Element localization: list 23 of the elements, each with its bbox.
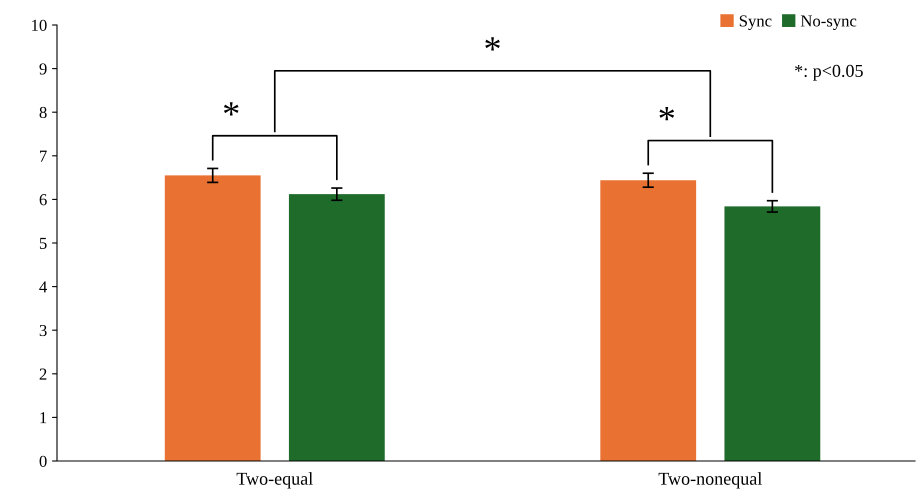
y-tick-label: 10	[32, 20, 47, 31]
y-tick-label: 7	[40, 150, 47, 162]
y-tick-label: 6	[40, 194, 47, 206]
bar	[164, 175, 261, 461]
legend-label: Sync	[740, 15, 772, 30]
legend-label: No-sync	[800, 15, 856, 30]
y-tick-label: 5	[40, 238, 47, 249]
y-tick-label: 8	[40, 106, 47, 118]
y-tick-label: 3	[40, 324, 47, 336]
annotation: *: p<0.05	[795, 64, 863, 81]
x-tick-label: Two-nonequal	[658, 472, 762, 488]
y-tick-label: 4	[39, 281, 48, 292]
x-tick-label: Two-equal	[236, 472, 313, 488]
bar	[724, 206, 820, 461]
y-tick-label: 9	[39, 63, 47, 75]
y-tick-label: 0	[40, 456, 47, 467]
bar	[288, 194, 385, 461]
y-tick-label: 2	[40, 368, 46, 380]
bar	[600, 180, 696, 461]
annotation: *	[659, 107, 674, 120]
annotation: *	[485, 37, 500, 51]
y-tick-label: 1	[40, 412, 46, 424]
annotation: *	[224, 102, 239, 116]
